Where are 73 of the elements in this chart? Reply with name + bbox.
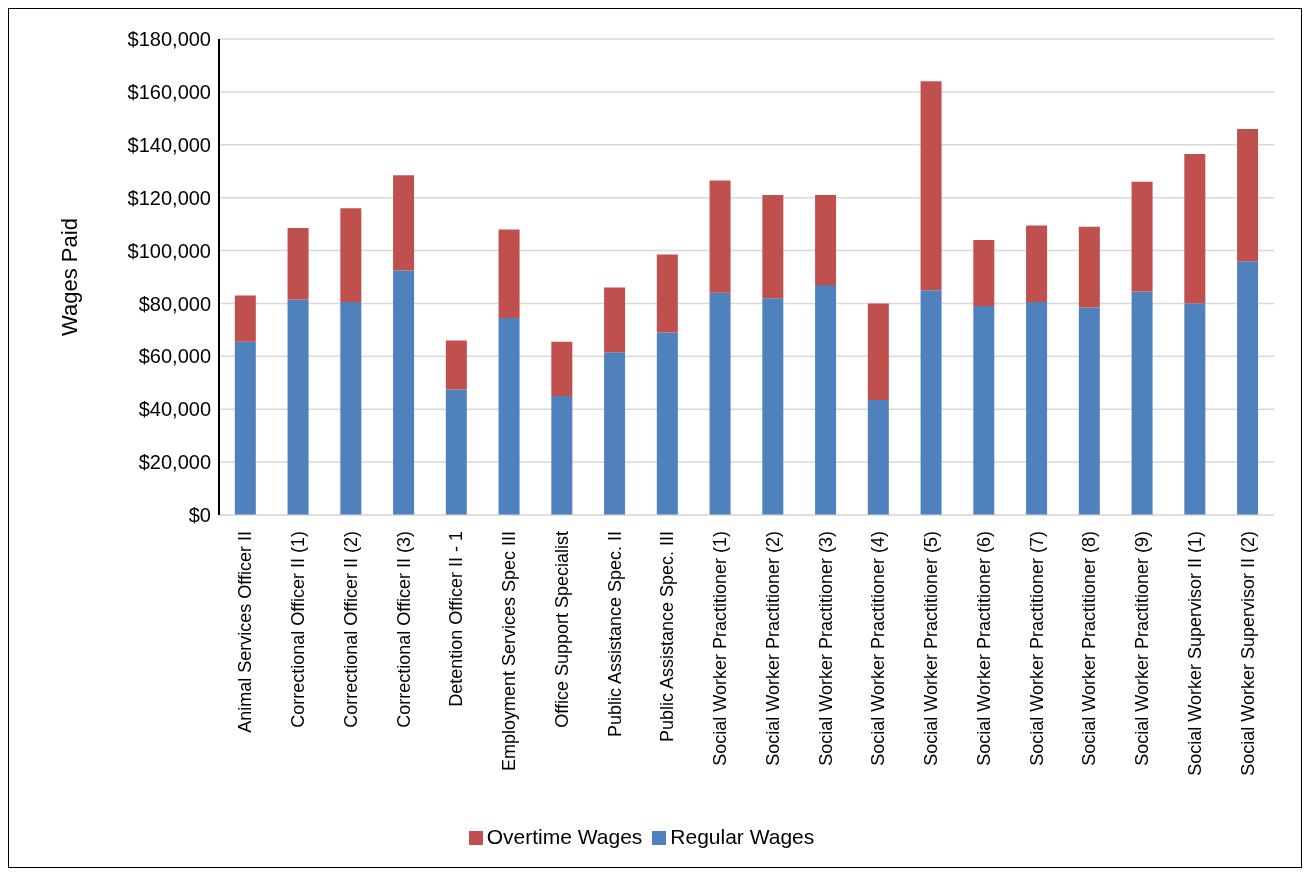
bar xyxy=(445,389,467,515)
bar xyxy=(1026,302,1048,515)
x-tick-label: Correctional Officer II (3) xyxy=(393,531,414,728)
x-tick-label: Employment Services Spec III xyxy=(499,531,520,772)
y-tick-label: $120,000 xyxy=(127,186,211,209)
bar xyxy=(1078,226,1100,308)
y-tick-label: $40,000 xyxy=(138,398,211,421)
x-tick-label: Social Worker Practitioner (4) xyxy=(868,531,889,766)
y-tick-label: $20,000 xyxy=(138,451,211,474)
bar xyxy=(234,341,256,515)
x-tick-label: Social Worker Practitioner (8) xyxy=(1079,531,1100,766)
x-tick-label: Social Worker Practitioner (2) xyxy=(762,531,783,766)
bar xyxy=(815,195,837,285)
bar xyxy=(1131,181,1153,292)
bar xyxy=(867,399,889,515)
y-tick-label: $100,000 xyxy=(127,239,211,262)
bar xyxy=(393,175,415,271)
x-tick-label: Correctional Officer II (1) xyxy=(288,531,309,728)
bar xyxy=(287,228,309,300)
legend-label: Regular Wages xyxy=(670,825,815,848)
bar xyxy=(445,340,467,390)
bar xyxy=(1237,128,1259,262)
bar xyxy=(551,396,573,515)
bar xyxy=(234,295,256,342)
bar xyxy=(920,81,942,291)
bar xyxy=(1131,291,1153,515)
bar xyxy=(287,299,309,515)
bar xyxy=(973,306,995,515)
bar xyxy=(762,195,784,299)
bar xyxy=(920,290,942,515)
bar xyxy=(1026,225,1048,303)
x-tick-label: Social Worker Practitioner (6) xyxy=(973,531,994,766)
bar xyxy=(604,287,626,353)
bar xyxy=(867,303,889,400)
x-tick-label: Social Worker Supervisor II (2) xyxy=(1237,531,1258,776)
bar xyxy=(656,254,678,333)
y-tick-label: $0 xyxy=(188,504,211,527)
bar xyxy=(1184,154,1206,304)
bar xyxy=(551,341,573,396)
legend-label: Overtime Wages xyxy=(486,825,643,848)
y-tick-label: $60,000 xyxy=(138,345,211,368)
x-tick-label: Detention Officer II - 1 xyxy=(446,531,467,707)
bar xyxy=(973,239,995,307)
y-tick-label: $140,000 xyxy=(127,133,211,156)
bar xyxy=(762,298,784,515)
bar xyxy=(498,317,520,515)
bar xyxy=(1184,303,1206,515)
x-tick-label: Social Worker Practitioner (7) xyxy=(1026,531,1047,766)
bar xyxy=(1078,307,1100,515)
x-tick-label: Social Worker Practitioner (9) xyxy=(1132,531,1153,766)
y-tick-label: $180,000 xyxy=(127,28,211,51)
bar xyxy=(1237,261,1259,515)
y-axis-title: Wages Paid xyxy=(56,218,82,336)
x-tick-label: Social Worker Practitioner (5) xyxy=(921,531,942,766)
x-tick-label: Social Worker Practitioner (1) xyxy=(710,531,731,766)
x-tick-label: Correctional Officer II (2) xyxy=(340,531,361,728)
y-tick-label: $160,000 xyxy=(127,80,211,103)
bar xyxy=(656,332,678,515)
bar xyxy=(340,302,362,515)
x-tick-label: Animal Services Officer II xyxy=(235,531,256,733)
x-tick-label: Social Worker Supervisor II (1) xyxy=(1184,531,1205,776)
bar xyxy=(815,284,837,515)
bar xyxy=(709,180,731,293)
bar xyxy=(498,229,520,318)
bar xyxy=(340,208,362,303)
x-tick-label: Public Assistance Spec. II xyxy=(604,531,625,738)
bar xyxy=(604,352,626,515)
x-tick-label: Public Assistance Spec. III xyxy=(657,531,678,743)
x-tick-label: Social Worker Practitioner (3) xyxy=(815,531,836,766)
x-tick-label: Office Support Specialist xyxy=(551,531,572,728)
y-tick-label: $80,000 xyxy=(138,292,211,315)
bar xyxy=(393,270,415,515)
bar xyxy=(709,292,731,515)
